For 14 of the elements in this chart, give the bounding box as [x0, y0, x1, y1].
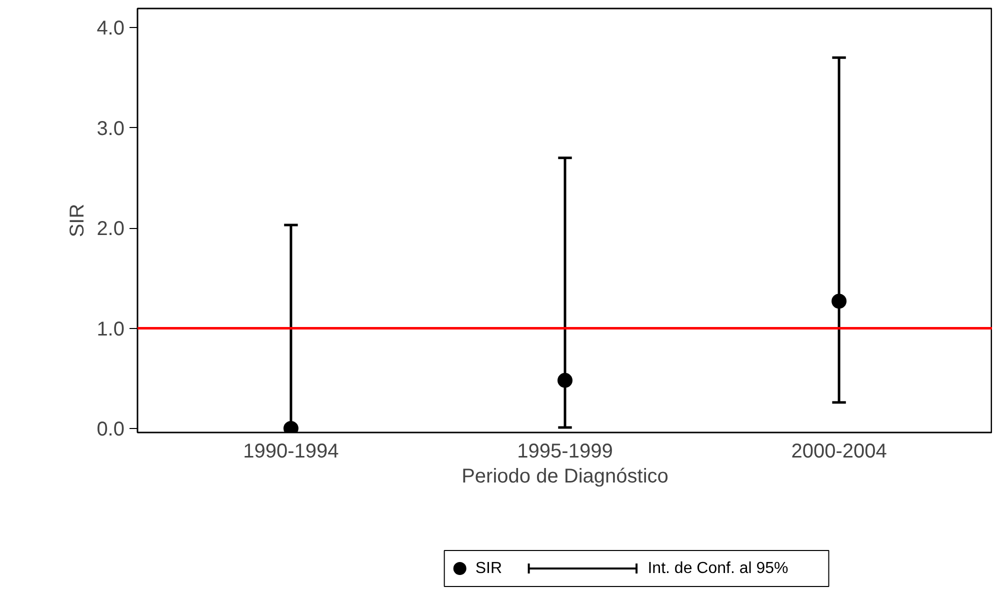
x-tick-label: 1990-1994 [243, 440, 339, 462]
y-tick-label: 4.0 [96, 18, 125, 40]
y-tick-label: 0.0 [96, 418, 125, 440]
y-tick-label: 2.0 [96, 218, 125, 240]
legend-label: SIR [475, 560, 502, 577]
x-tick-label: 1995-1999 [517, 440, 613, 462]
y-axis-title: SIR [66, 204, 89, 238]
y-tick-label: 1.0 [96, 318, 125, 340]
x-tick-label: 2000-2004 [791, 440, 887, 462]
text: Int. de Conf. al 95% [648, 560, 788, 577]
point [558, 372, 572, 388]
x-axis-title: Periodo de Diagnóstico [462, 466, 668, 488]
point [832, 294, 847, 309]
y-tick-label: 3.0 [96, 118, 125, 140]
